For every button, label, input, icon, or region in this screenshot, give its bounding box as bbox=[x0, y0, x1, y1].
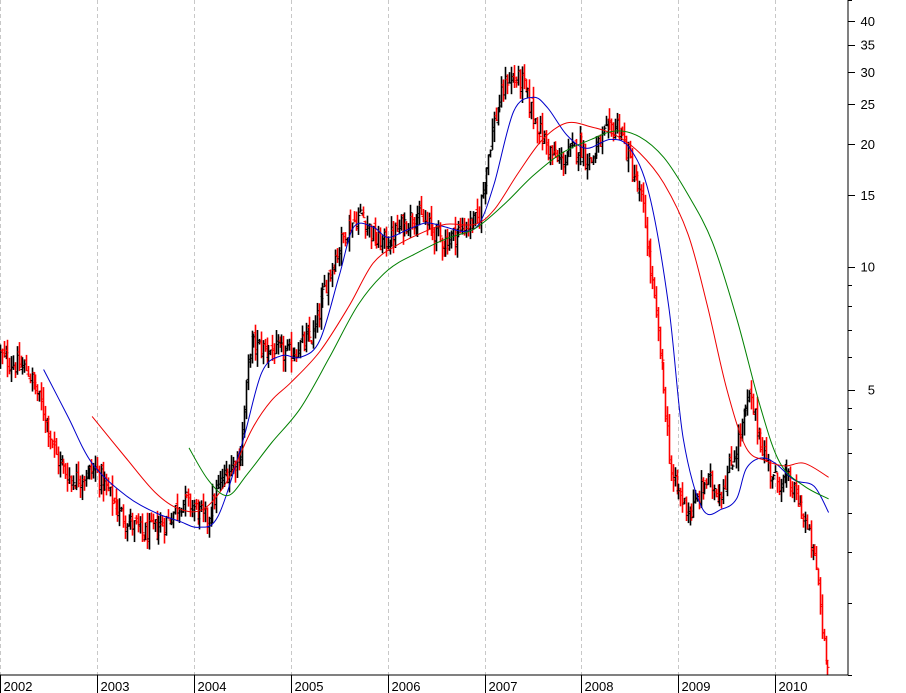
price-bar bbox=[768, 459, 773, 489]
price-bar bbox=[796, 485, 801, 507]
y-tick-label: 30 bbox=[861, 65, 875, 80]
y-tick-label: 5 bbox=[868, 383, 875, 398]
price-bars bbox=[0, 64, 830, 675]
price-bar bbox=[773, 465, 778, 473]
y-tick-label: 10 bbox=[861, 260, 875, 275]
x-tick-label: 2009 bbox=[682, 679, 711, 693]
y-axis-ticks: 40 35 30 25 20 15 10 5 bbox=[848, 0, 875, 676]
price-bar bbox=[505, 74, 510, 95]
price-bar bbox=[140, 513, 145, 542]
y-tick-label: 35 bbox=[861, 38, 875, 53]
price-bar bbox=[488, 149, 493, 158]
price-bar bbox=[771, 474, 776, 481]
axes bbox=[0, 0, 849, 676]
y-tick-label: 25 bbox=[861, 97, 875, 112]
price-bar bbox=[307, 316, 312, 342]
x-tick-label: 2006 bbox=[392, 679, 421, 693]
x-tick-label: 2004 bbox=[198, 679, 227, 693]
price-bar bbox=[522, 64, 527, 90]
x-axis-ticks: 2002 2003 2004 2005 2006 2007 2008 2009 2010 bbox=[0, 675, 808, 693]
x-tick-label: 2007 bbox=[489, 679, 518, 693]
x-tick-label: 2003 bbox=[101, 679, 130, 693]
price-bar bbox=[183, 485, 188, 517]
y-tick-label: 40 bbox=[861, 14, 875, 29]
x-tick-label: 2002 bbox=[4, 679, 33, 693]
price-bar bbox=[361, 206, 366, 219]
moving-average-line bbox=[43, 96, 830, 528]
price-bar bbox=[660, 348, 665, 370]
grid-lines bbox=[0, 0, 776, 675]
x-tick-label: 2010 bbox=[779, 679, 808, 693]
y-tick-label: 20 bbox=[861, 137, 875, 152]
x-tick-label: 2008 bbox=[585, 679, 614, 693]
y-tick-label: 15 bbox=[861, 188, 875, 203]
price-bar bbox=[283, 345, 288, 372]
price-bar bbox=[408, 204, 413, 238]
x-tick-label: 2005 bbox=[295, 679, 324, 693]
price-bar bbox=[825, 659, 830, 675]
moving-averages bbox=[43, 96, 830, 528]
moving-average-line bbox=[91, 121, 829, 513]
price-bar bbox=[814, 546, 819, 571]
price-bar bbox=[71, 475, 76, 490]
price-bar bbox=[730, 464, 735, 470]
price-bar bbox=[289, 331, 294, 373]
price-bar bbox=[358, 203, 363, 213]
moving-average-line bbox=[188, 130, 829, 500]
